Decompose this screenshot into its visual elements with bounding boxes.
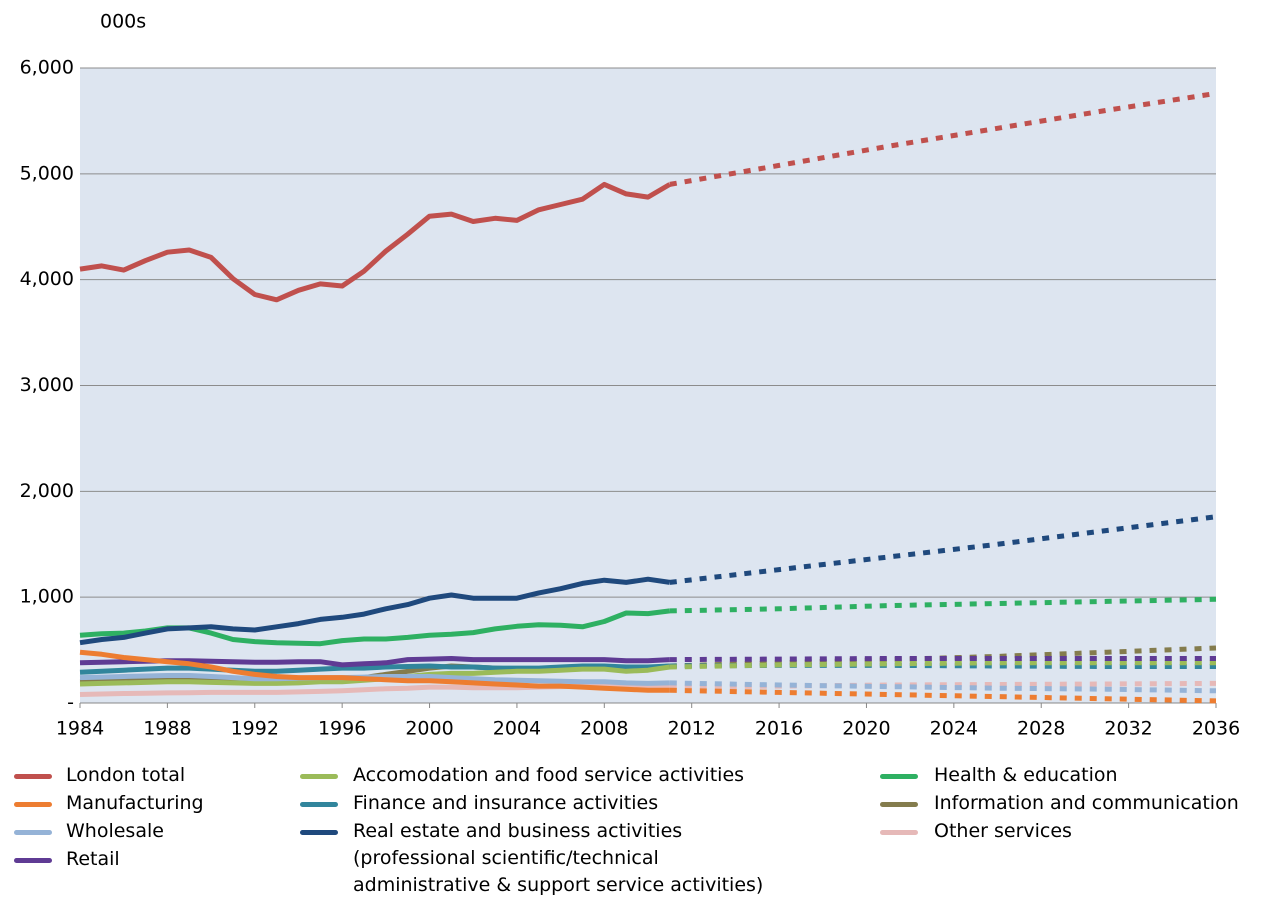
x-tick-label: 2016 xyxy=(755,718,803,740)
legend-label: Information and communication xyxy=(934,792,1239,814)
y-tick-label: 3,000 xyxy=(20,374,74,396)
x-tick-label: 2012 xyxy=(668,718,716,740)
series-line xyxy=(79,663,670,675)
x-tick-label: 2000 xyxy=(405,718,453,740)
series-projection xyxy=(669,596,1217,614)
series-projection xyxy=(669,90,1217,187)
series-projection xyxy=(669,660,1216,670)
series-projection xyxy=(669,514,1217,585)
legend-swatch xyxy=(300,802,338,807)
y-tick-label: 1,000 xyxy=(20,586,74,608)
x-tick-label: 1984 xyxy=(56,718,104,740)
y-tick-label: 5,000 xyxy=(20,162,74,184)
y-tick-label: - xyxy=(67,692,74,714)
legend-label: Manufacturing xyxy=(66,792,204,814)
x-tick-label: 2008 xyxy=(580,718,628,740)
y-tick-label: 2,000 xyxy=(20,480,74,502)
x-tick-label: 2032 xyxy=(1104,718,1152,740)
x-tick-label: 2004 xyxy=(493,718,541,740)
legend-label: Wholesale xyxy=(66,820,164,842)
legend-label: Accomodation and food service activities xyxy=(353,764,745,786)
legend-swatch xyxy=(14,858,52,863)
legend-swatch xyxy=(880,830,918,835)
x-tick-label: 2024 xyxy=(930,718,978,740)
legend-swatch xyxy=(880,774,918,779)
series-projection xyxy=(669,687,1217,704)
legend-swatch xyxy=(14,830,52,835)
legend-swatch xyxy=(14,774,52,779)
legend-swatch xyxy=(300,830,338,835)
legend-label: Health & education xyxy=(934,764,1118,786)
x-tick-label: 2020 xyxy=(842,718,890,740)
legend-label: London total xyxy=(66,764,186,786)
series-line xyxy=(79,649,670,693)
x-tick-label: 2028 xyxy=(1017,718,1065,740)
series-projection xyxy=(669,656,1216,663)
series-projection xyxy=(669,680,1217,694)
x-tick-label: 1992 xyxy=(231,718,279,740)
series-line xyxy=(79,576,671,646)
y-tick-label: 4,000 xyxy=(20,268,74,290)
legend-label: Retail xyxy=(66,848,120,870)
y-axis-title: 000s xyxy=(100,11,146,33)
y-tick-label: 6,000 xyxy=(20,57,74,79)
legend-label: Other services xyxy=(934,820,1072,842)
legend-label: Real estate and business activities (pro… xyxy=(353,820,764,896)
x-tick-label: 2036 xyxy=(1192,718,1240,740)
legend-label: Finance and insurance activities xyxy=(353,792,659,814)
legend-swatch xyxy=(300,774,338,779)
x-tick-label: 1988 xyxy=(143,718,191,740)
x-tick-label: 1996 xyxy=(318,718,366,740)
legend-swatch xyxy=(880,802,918,807)
series-line xyxy=(79,181,672,303)
legend-swatch xyxy=(14,802,52,807)
